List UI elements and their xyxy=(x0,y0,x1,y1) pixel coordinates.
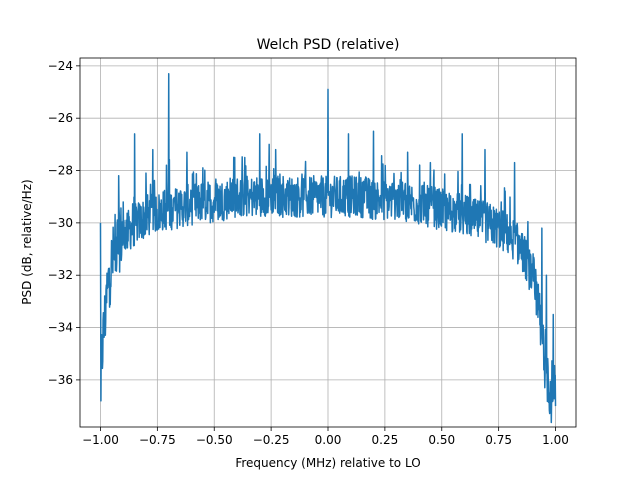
y-tick-label: −30 xyxy=(48,216,73,230)
y-tick-label: −34 xyxy=(48,321,73,335)
y-tick-label: −36 xyxy=(48,373,73,387)
plot-area xyxy=(99,72,557,424)
y-tick-label: −32 xyxy=(48,268,73,282)
y-tick-label: −28 xyxy=(48,164,73,178)
y-axis-label: PSD (dB, relative/Hz) xyxy=(20,179,34,304)
y-tick-label: −24 xyxy=(48,59,73,73)
x-tick-label: 0.00 xyxy=(315,433,342,447)
x-tick-label: −0.25 xyxy=(253,433,290,447)
x-tick-label: 0.50 xyxy=(428,433,455,447)
x-axis-label: Frequency (MHz) relative to LO xyxy=(235,456,420,470)
x-tick-label: −0.50 xyxy=(196,433,233,447)
y-tick-label: −26 xyxy=(48,111,73,125)
x-tick-label: −1.00 xyxy=(82,433,119,447)
x-tick-label: 0.25 xyxy=(372,433,399,447)
x-tick-label: −0.75 xyxy=(139,433,176,447)
y-axis: −36 −34 −32 −30 −28 −26 −24 xyxy=(48,59,80,387)
x-tick-label: 1.00 xyxy=(542,433,569,447)
psd-series-line xyxy=(99,72,557,424)
x-axis: −1.00 −0.75 −0.50 −0.25 0.00 0.25 0.50 0.75 1.00 xyxy=(82,427,569,447)
chart-title: Welch PSD (relative) xyxy=(257,37,400,53)
x-tick-label: 0.75 xyxy=(485,433,512,447)
